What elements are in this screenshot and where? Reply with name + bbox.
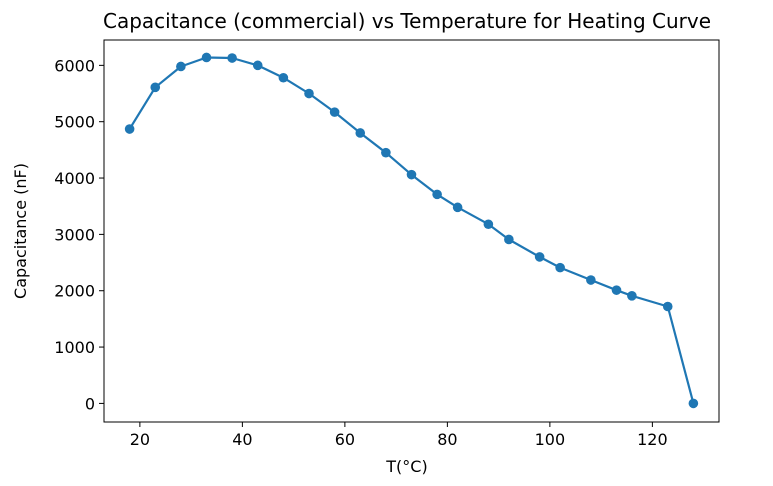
data-point bbox=[586, 275, 596, 285]
data-point bbox=[534, 252, 545, 262]
data-point bbox=[406, 169, 417, 180]
series-points bbox=[124, 52, 699, 409]
data-point bbox=[124, 124, 135, 134]
x-tick-label: 20 bbox=[130, 430, 150, 449]
x-axis-label: T(°C) bbox=[385, 457, 427, 476]
y-tick-label: 3000 bbox=[54, 225, 95, 244]
data-point bbox=[611, 285, 622, 295]
data-point bbox=[252, 60, 263, 71]
y-axis-label: Capacitance (nF) bbox=[11, 163, 30, 299]
data-point bbox=[555, 262, 565, 273]
data-point bbox=[227, 53, 237, 63]
chart-title: Capacitance (commercial) vs Temperature … bbox=[103, 9, 711, 33]
plot-area bbox=[103, 39, 720, 423]
y-tick-label: 4000 bbox=[54, 169, 95, 188]
data-point bbox=[483, 219, 494, 230]
x-tick-label: 100 bbox=[535, 430, 566, 449]
x-tick-label: 120 bbox=[637, 430, 668, 449]
x-axis: 20 40 60 80 100 120 bbox=[130, 422, 668, 449]
data-point bbox=[355, 128, 366, 138]
data-point bbox=[278, 72, 289, 83]
x-tick-label: 80 bbox=[437, 430, 457, 449]
y-tick-label: 0 bbox=[85, 394, 95, 413]
series-line bbox=[128, 56, 695, 404]
data-point bbox=[662, 301, 673, 312]
data-point bbox=[627, 290, 637, 301]
data-point bbox=[201, 52, 212, 63]
data-point bbox=[452, 202, 463, 213]
y-axis: 0 1000 2000 3000 4000 5000 6000 bbox=[54, 56, 104, 413]
data-point bbox=[688, 398, 699, 409]
y-tick-label: 5000 bbox=[54, 113, 95, 132]
data-point bbox=[150, 82, 161, 93]
y-tick-label: 2000 bbox=[54, 282, 95, 301]
data-point bbox=[304, 88, 314, 99]
data-point bbox=[176, 61, 186, 72]
x-tick-label: 60 bbox=[335, 430, 355, 449]
x-tick-label: 40 bbox=[232, 430, 252, 449]
data-point bbox=[381, 147, 391, 158]
y-tick-label: 1000 bbox=[54, 338, 95, 357]
data-point bbox=[329, 107, 340, 117]
data-point bbox=[504, 234, 514, 245]
data-point bbox=[432, 189, 442, 200]
y-tick-label: 6000 bbox=[54, 56, 95, 75]
